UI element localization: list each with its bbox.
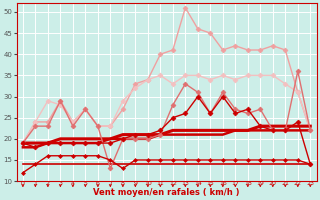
X-axis label: Vent moyen/en rafales ( km/h ): Vent moyen/en rafales ( km/h ) — [93, 188, 240, 197]
